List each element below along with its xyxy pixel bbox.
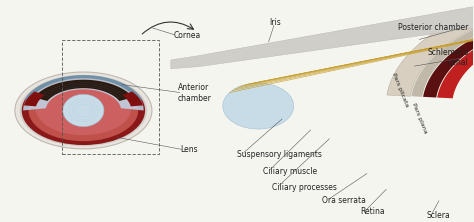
Text: Ora serrata: Ora serrata — [322, 196, 366, 205]
Text: Pars plana: Pars plana — [410, 102, 428, 134]
Polygon shape — [34, 80, 133, 101]
Text: Posterior chamber: Posterior chamber — [398, 23, 469, 32]
Ellipse shape — [22, 76, 145, 145]
Polygon shape — [223, 83, 294, 129]
Polygon shape — [437, 18, 474, 98]
Text: Sclera: Sclera — [426, 211, 450, 220]
Polygon shape — [387, 0, 474, 96]
Bar — [62, 40, 159, 154]
Text: Ciliary muscle: Ciliary muscle — [263, 167, 317, 176]
Text: Lens: Lens — [180, 145, 198, 155]
Polygon shape — [411, 5, 474, 97]
Ellipse shape — [36, 81, 131, 135]
Text: Iris: Iris — [269, 18, 281, 27]
Polygon shape — [24, 91, 45, 106]
Polygon shape — [25, 75, 142, 101]
Polygon shape — [423, 11, 474, 97]
Polygon shape — [171, 0, 474, 69]
Ellipse shape — [15, 72, 152, 149]
Text: Cornea: Cornea — [173, 31, 201, 40]
Text: Suspensory ligaments: Suspensory ligaments — [237, 150, 322, 159]
Text: Anterior
chamber: Anterior chamber — [178, 83, 212, 103]
Text: Retina: Retina — [360, 207, 384, 216]
Text: Ciliary processes: Ciliary processes — [273, 183, 337, 192]
Ellipse shape — [28, 80, 138, 141]
Polygon shape — [122, 91, 143, 106]
Text: Schlemm's
canal: Schlemm's canal — [427, 48, 469, 67]
Ellipse shape — [19, 75, 147, 146]
Polygon shape — [23, 76, 144, 111]
Text: Pars plicata: Pars plicata — [391, 72, 409, 107]
Polygon shape — [63, 94, 104, 127]
